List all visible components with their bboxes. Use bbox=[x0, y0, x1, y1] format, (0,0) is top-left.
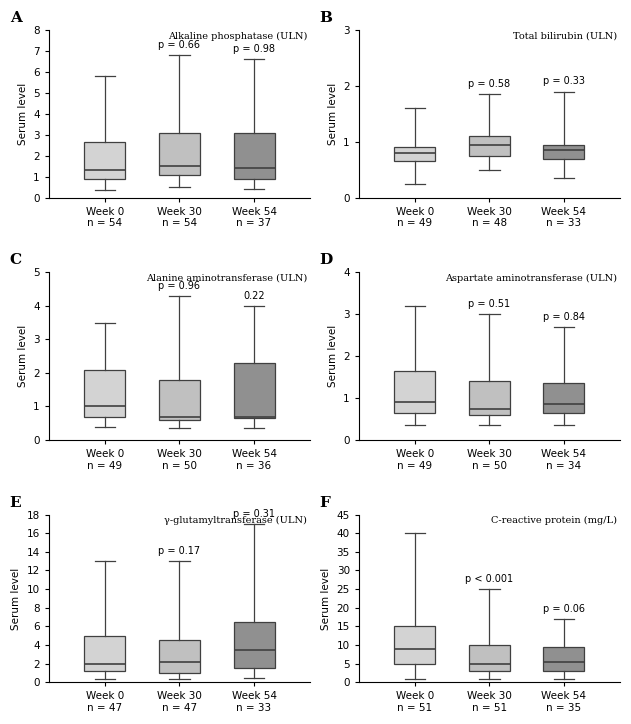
Text: p = 0.66: p = 0.66 bbox=[158, 40, 201, 50]
PathPatch shape bbox=[394, 626, 435, 664]
Text: p = 0.31: p = 0.31 bbox=[233, 509, 275, 519]
PathPatch shape bbox=[394, 371, 435, 413]
PathPatch shape bbox=[543, 145, 584, 159]
Text: p = 0.98: p = 0.98 bbox=[233, 44, 275, 54]
Y-axis label: Serum level: Serum level bbox=[321, 568, 331, 630]
Y-axis label: Serum level: Serum level bbox=[18, 83, 28, 145]
Text: C-reactive protein (mg/L): C-reactive protein (mg/L) bbox=[492, 516, 617, 526]
Text: Alanine aminotransferase (ULN): Alanine aminotransferase (ULN) bbox=[146, 274, 307, 283]
PathPatch shape bbox=[85, 142, 126, 179]
Text: γ-glutamyltransferase (ULN): γ-glutamyltransferase (ULN) bbox=[165, 516, 307, 526]
Text: p < 0.001: p < 0.001 bbox=[465, 574, 514, 584]
Text: C: C bbox=[10, 253, 22, 267]
Text: Alkaline phosphatase (ULN): Alkaline phosphatase (ULN) bbox=[168, 32, 307, 41]
Text: Aspartate aminotransferase (ULN): Aspartate aminotransferase (ULN) bbox=[445, 274, 617, 283]
Y-axis label: Serum level: Serum level bbox=[18, 325, 28, 387]
PathPatch shape bbox=[159, 132, 200, 174]
PathPatch shape bbox=[233, 622, 274, 668]
Y-axis label: Serum level: Serum level bbox=[11, 568, 21, 630]
Text: F: F bbox=[320, 495, 331, 510]
Text: p = 0.51: p = 0.51 bbox=[468, 299, 510, 309]
Text: p = 0.58: p = 0.58 bbox=[468, 80, 510, 89]
Text: E: E bbox=[10, 495, 21, 510]
Text: B: B bbox=[320, 11, 333, 25]
PathPatch shape bbox=[394, 148, 435, 161]
Y-axis label: Serum level: Serum level bbox=[327, 83, 338, 145]
Text: p = 0.33: p = 0.33 bbox=[543, 77, 585, 86]
Text: p = 0.96: p = 0.96 bbox=[158, 281, 201, 291]
PathPatch shape bbox=[543, 384, 584, 413]
Text: D: D bbox=[320, 253, 333, 267]
PathPatch shape bbox=[469, 136, 510, 156]
PathPatch shape bbox=[469, 382, 510, 415]
PathPatch shape bbox=[159, 379, 200, 420]
PathPatch shape bbox=[469, 645, 510, 671]
PathPatch shape bbox=[543, 647, 584, 671]
Text: p = 0.17: p = 0.17 bbox=[158, 546, 201, 556]
Text: A: A bbox=[10, 11, 21, 25]
Text: p = 0.84: p = 0.84 bbox=[543, 312, 585, 321]
PathPatch shape bbox=[85, 369, 126, 416]
PathPatch shape bbox=[233, 132, 274, 179]
PathPatch shape bbox=[233, 363, 274, 418]
Text: p = 0.06: p = 0.06 bbox=[543, 604, 585, 614]
Text: Total bilirubin (ULN): Total bilirubin (ULN) bbox=[513, 32, 617, 41]
PathPatch shape bbox=[159, 640, 200, 673]
PathPatch shape bbox=[85, 636, 126, 671]
Y-axis label: Serum level: Serum level bbox=[327, 325, 338, 387]
Text: 0.22: 0.22 bbox=[243, 291, 265, 300]
